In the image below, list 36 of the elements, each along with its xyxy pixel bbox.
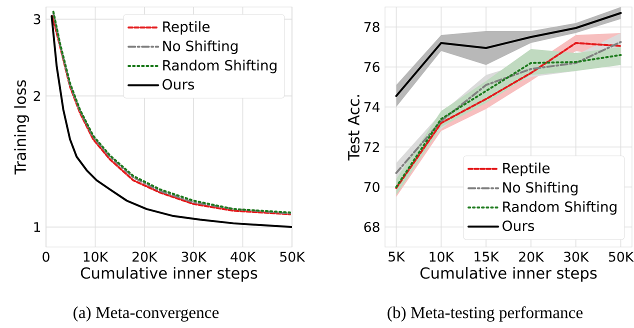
- x-tick-label: 30K: [182, 252, 207, 262]
- legend-label: Random Shifting: [503, 201, 616, 215]
- legend-label: Ours: [162, 79, 194, 90]
- x-tick-label: 50K: [608, 252, 634, 262]
- y-tick-label: 68: [364, 222, 380, 232]
- x-tick-label: 15K: [474, 252, 500, 262]
- x-tick-label: 10K: [84, 252, 108, 262]
- x-axis-title: Cumulative inner steps: [420, 266, 597, 282]
- y-tick-label: 70: [364, 182, 380, 192]
- y-tick-label: 3: [34, 14, 40, 24]
- y-tick-label: 2: [34, 90, 40, 101]
- legend-label: No Shifting: [503, 182, 578, 196]
- legend-label: No Shifting: [163, 40, 238, 54]
- x-axis-title: Cumulative inner steps: [80, 266, 258, 282]
- legend-label: Random Shifting: [163, 60, 276, 74]
- x-tick-label: 0: [42, 252, 50, 262]
- text: (b) Meta-testing performance: [388, 306, 583, 322]
- y-tick-label: 1: [34, 222, 40, 232]
- y-tick-label: 72: [364, 142, 379, 152]
- x-tick-label: 20K: [519, 252, 544, 262]
- y-tick-label: 76: [364, 62, 380, 72]
- x-tick-label: 50K: [280, 252, 306, 262]
- text: (a) Meta-convergence: [74, 306, 219, 322]
- y-tick-label: 74: [364, 102, 380, 112]
- y-tick-label: 78: [364, 22, 380, 32]
- y-axis-title: Training loss: [14, 80, 29, 175]
- x-tick-label: 40K: [230, 252, 256, 262]
- legend-label: Reptile: [503, 162, 550, 176]
- x-tick-label: 20K: [132, 252, 158, 262]
- legend-label: Ours: [502, 220, 534, 232]
- legend-label: Reptile: [163, 21, 210, 35]
- x-tick-label: 5K: [388, 252, 406, 262]
- x-tick-label: 10K: [430, 252, 454, 262]
- x-tick-label: 30K: [564, 252, 590, 262]
- line-series: [395, 12, 622, 97]
- y-axis-title: Test Acc.: [348, 95, 360, 161]
